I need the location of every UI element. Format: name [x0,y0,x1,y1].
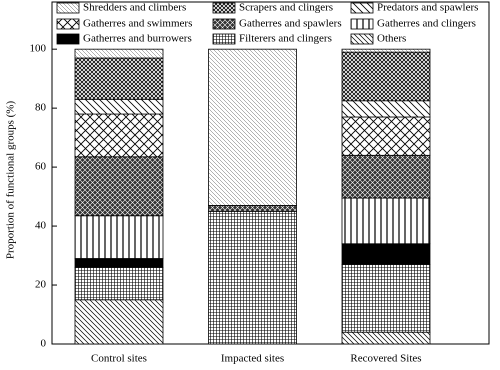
legend-label: Gatherres and burrowers [83,33,192,45]
bar-segment [74,215,164,259]
x-tick-label: Recovered Sites [350,353,421,365]
bar-segment [74,258,164,268]
legend-label: Others [377,33,406,45]
bar-segment [341,116,431,156]
bar-segment [74,98,164,115]
bar-segment [74,48,164,59]
legend-swatch [350,2,374,14]
bar-segment [341,197,431,245]
bar-segment [341,263,431,333]
y-axis-label: Proportion of functional groups (%) [5,101,17,260]
legend-label: Gatherres and swimmers [83,18,192,30]
bar-segment [208,210,297,345]
bar-segment [341,243,431,265]
bar-segment [74,156,164,217]
x-tick-label: Impacted sites [221,353,284,365]
y-tick-label: 100 [30,43,47,55]
legend-label: Predators and spawlers [377,2,478,14]
y-tick-label: 40 [35,220,47,232]
legend-label: Gatherres and spawlers [239,18,342,30]
bar-segment [341,48,431,53]
legend-swatch [350,33,374,45]
y-tick-label: 80 [35,102,47,114]
bar-segment [208,205,297,212]
legend-label: Gatherres and clingers [377,18,476,30]
bar-segment [74,266,164,301]
bar-segment [341,51,431,102]
legend-swatch [56,2,80,14]
bar-segment [341,100,431,118]
legend-label: Filterers and clingers [239,33,332,45]
legend-swatch [212,33,236,45]
bar-segment [341,154,431,199]
legend-swatch [350,18,374,30]
bar-segment [74,57,164,100]
legend-swatch [56,33,80,45]
y-tick-label: 60 [35,161,47,173]
legend-swatch [212,2,236,14]
legend-swatch [212,18,236,30]
bar-segment [341,331,431,345]
legend-label: Shredders and climbers [83,2,186,14]
x-tick-label: Control sites [91,353,147,365]
bar-segment [74,299,164,345]
y-tick-label: 0 [41,338,47,350]
y-tick-label: 20 [35,279,47,291]
bar-segment [208,48,297,206]
bar-segment [74,113,164,158]
legend-label: Scrapers and clingers [239,2,333,14]
legend-swatch [56,18,80,30]
